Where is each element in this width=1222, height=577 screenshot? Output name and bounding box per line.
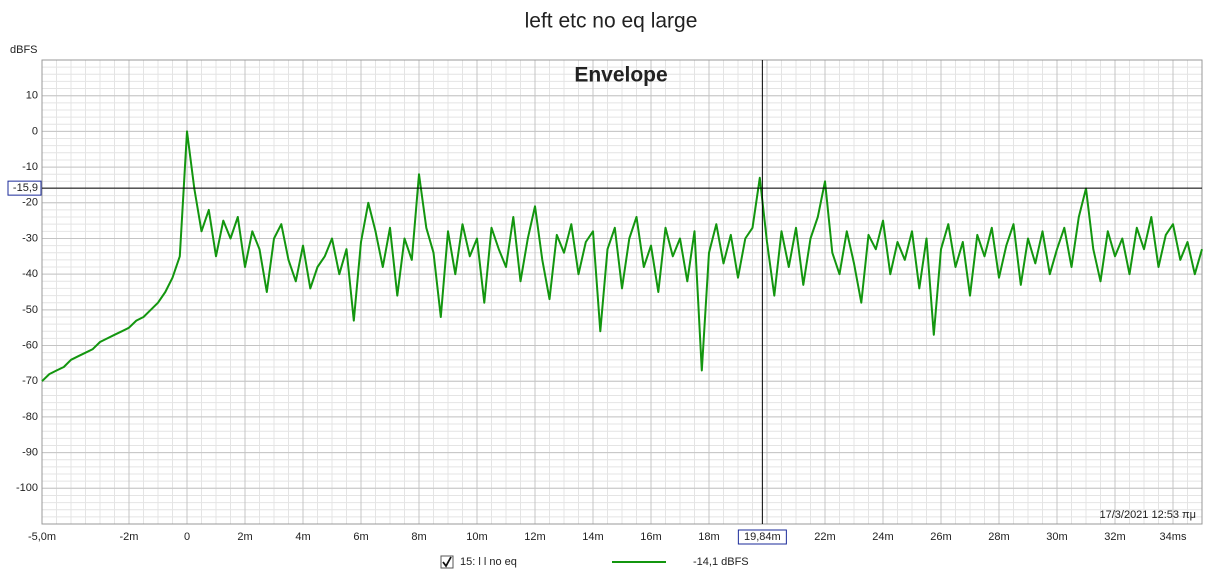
legend-check bbox=[442, 556, 452, 568]
x-tick-label: 0 bbox=[184, 531, 190, 543]
cursor-y-box bbox=[7, 180, 42, 196]
chart-subtitle: Envelope bbox=[574, 64, 667, 87]
y-tick-label: -10 bbox=[22, 161, 38, 173]
y-tick-label: -100 bbox=[16, 482, 38, 494]
cursor-x-box bbox=[737, 529, 787, 545]
legend-label: 15: l l no eq bbox=[460, 556, 517, 568]
x-tick-label: 30m bbox=[1046, 531, 1067, 543]
x-tick-label: 6m bbox=[353, 531, 368, 543]
x-tick-label: 8m bbox=[411, 531, 426, 543]
cursor-y-label: -15,9 bbox=[13, 182, 38, 194]
y-tick-label: 0 bbox=[32, 125, 38, 137]
chart-title: left etc no eq large bbox=[525, 10, 698, 33]
legend-readout: -14,1 dBFS bbox=[693, 556, 749, 568]
x-tick-label: 22m bbox=[814, 531, 835, 543]
y-tick-label: -30 bbox=[22, 232, 38, 244]
x-tick-label: -2m bbox=[120, 531, 139, 543]
x-tick-label: 18m bbox=[698, 531, 719, 543]
timestamp: 17/3/2021 12:53 πμ bbox=[1099, 509, 1196, 521]
x-tick-label: 12m bbox=[524, 531, 545, 543]
x-tick-label: 28m bbox=[988, 531, 1009, 543]
y-tick-label: -80 bbox=[22, 411, 38, 423]
y-tick-label: -20 bbox=[22, 197, 38, 209]
plot-border bbox=[41, 59, 1203, 525]
x-tick-label: 10m bbox=[466, 531, 487, 543]
x-tick-label: -5,0m bbox=[28, 531, 56, 543]
y-tick-label: -40 bbox=[22, 268, 38, 280]
x-tick-label: 32m bbox=[1104, 531, 1125, 543]
x-tick-label: 34ms bbox=[1160, 531, 1187, 543]
data-line bbox=[41, 130, 1203, 382]
x-tick-label: 26m bbox=[930, 531, 951, 543]
x-tick-label: 14m bbox=[582, 531, 603, 543]
y-tick-label: 10 bbox=[26, 90, 38, 102]
y-tick-label: -50 bbox=[22, 304, 38, 316]
cursor-x-label: 19,84m bbox=[744, 531, 781, 543]
x-tick-label: 4m bbox=[295, 531, 310, 543]
y-tick-label: -60 bbox=[22, 339, 38, 351]
x-tick-label: 24m bbox=[872, 531, 893, 543]
y-tick-label: -90 bbox=[22, 447, 38, 459]
x-tick-label: 16m bbox=[640, 531, 661, 543]
y-axis-label: dBFS bbox=[10, 44, 38, 56]
x-tick-label: 2m bbox=[237, 531, 252, 543]
y-tick-label: -70 bbox=[22, 375, 38, 387]
